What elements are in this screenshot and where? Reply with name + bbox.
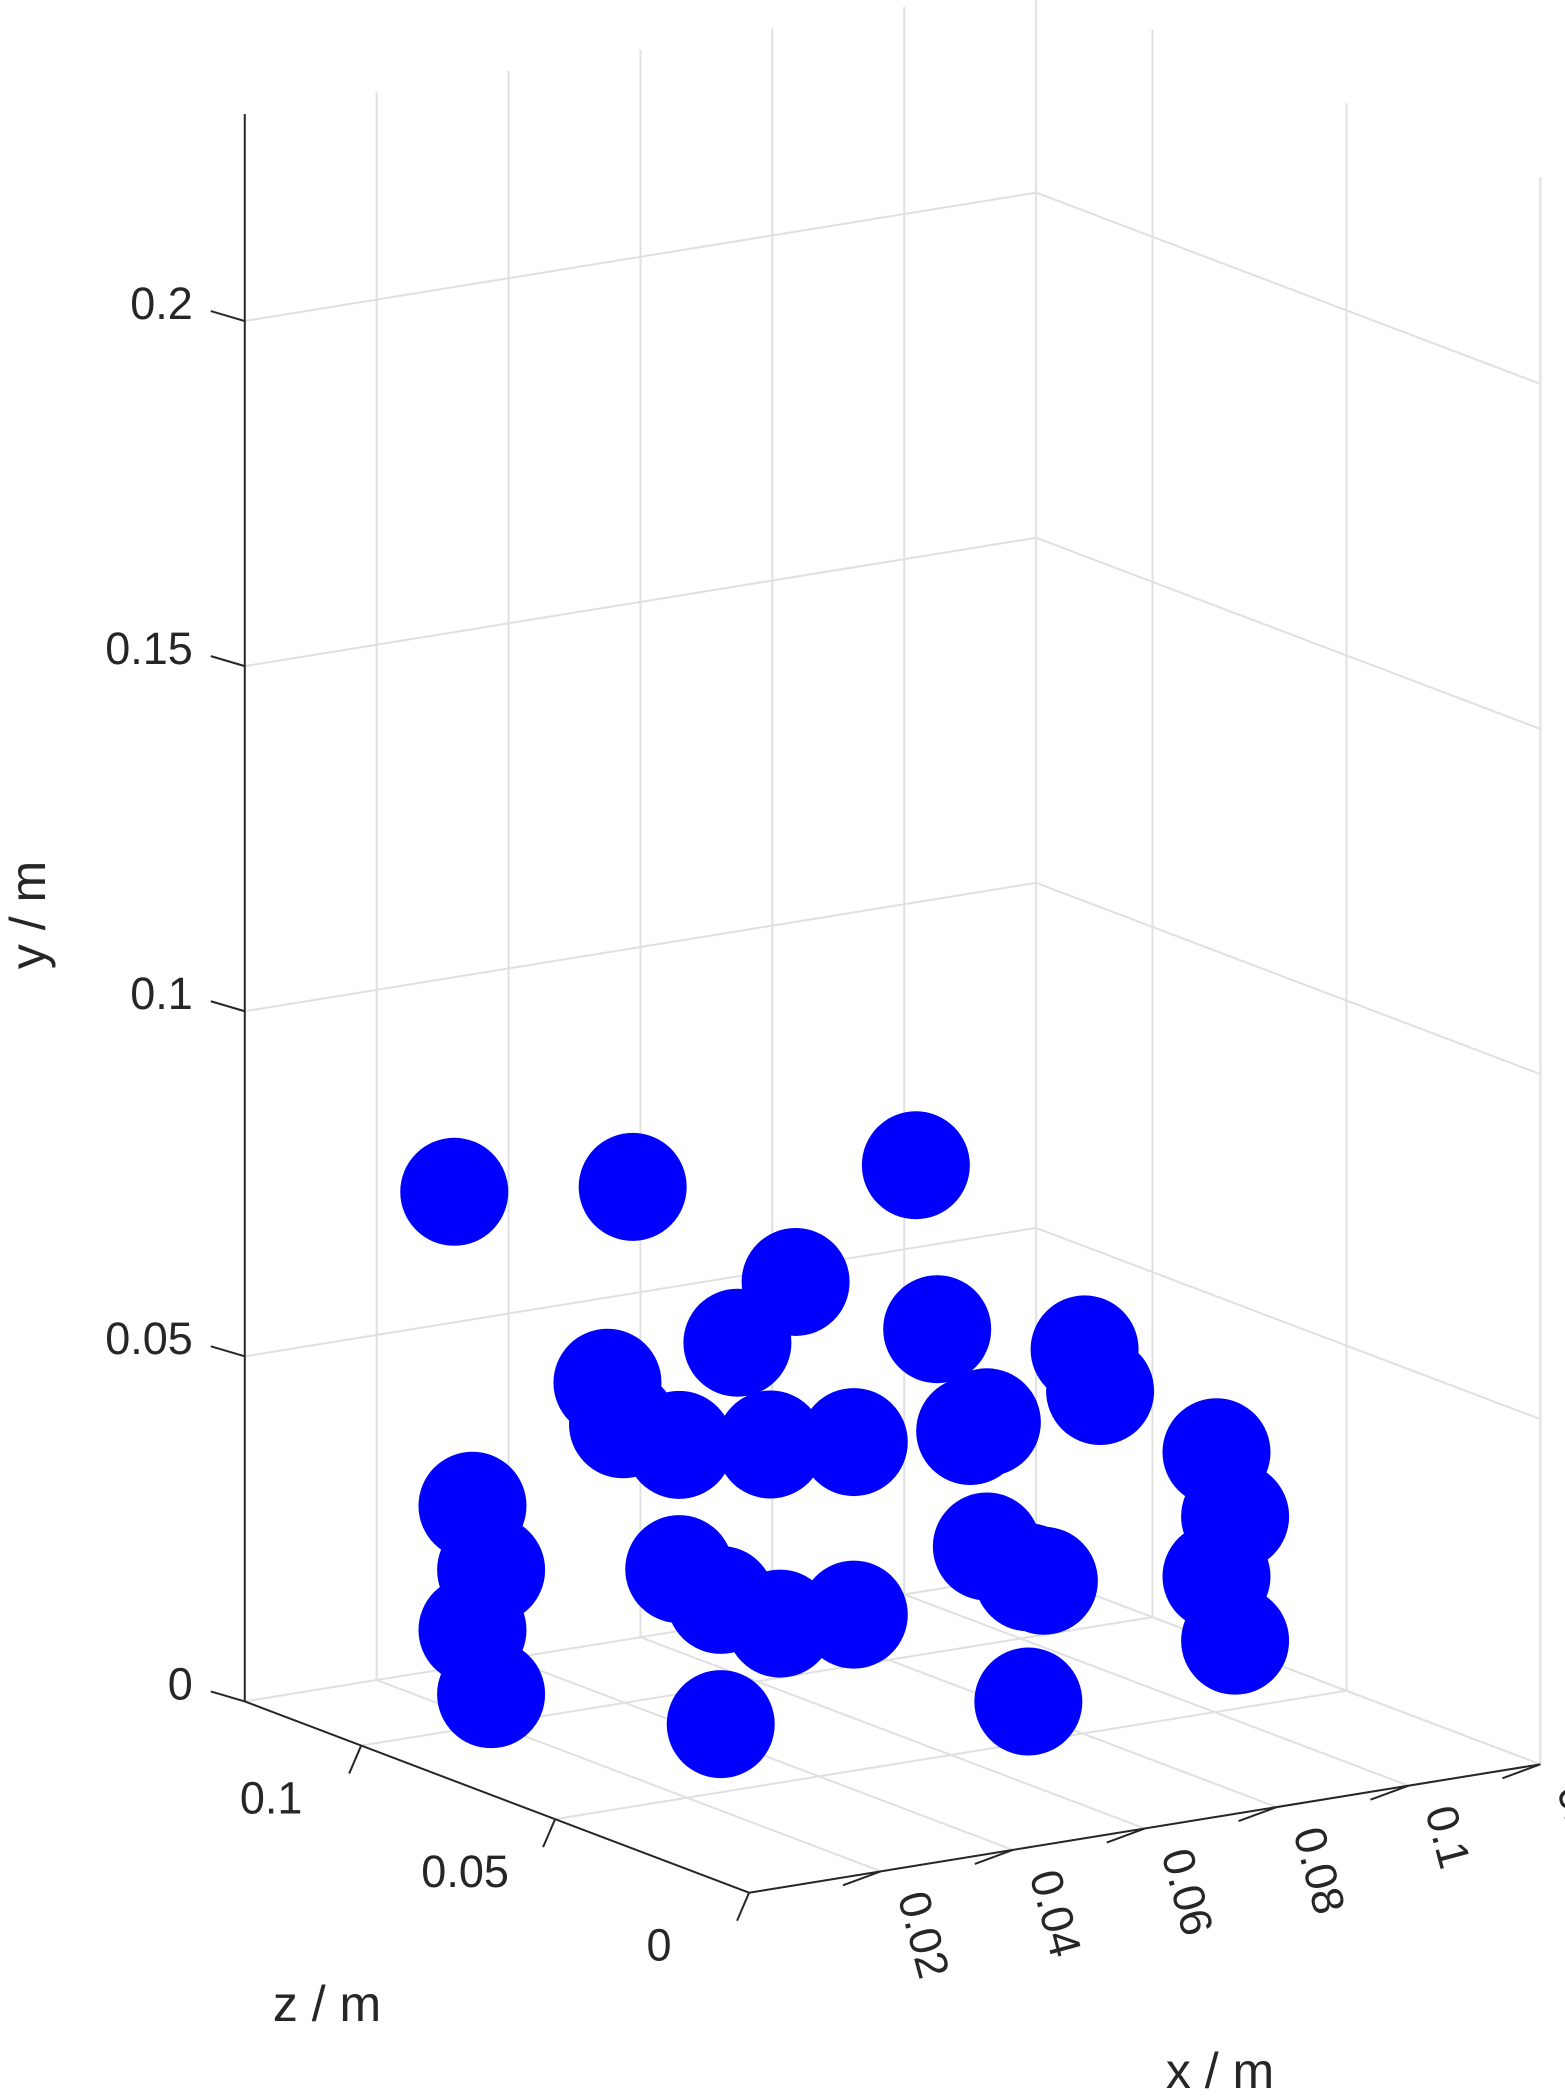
data-point: [989, 1526, 1098, 1635]
y-tick-label: 0.15: [105, 623, 193, 674]
axis-layer: 0 0.05 0.1 0.15 0.2 0 0.05 0.1 0.02 0.04 0.06 0.08 0…: [0, 113, 1565, 2099]
y-tick-label: 0.05: [105, 1313, 193, 1364]
y-tick: [210, 655, 246, 668]
y-tick: [210, 1000, 246, 1013]
grid-line: [1035, 881, 1541, 1076]
x-tick: [1370, 1784, 1409, 1801]
data-point: [1181, 1586, 1290, 1695]
data-point: [861, 1111, 970, 1220]
z-axis: [244, 1700, 750, 1894]
z-tick-label: 0.05: [421, 1846, 509, 1897]
data-point: [716, 1390, 825, 1499]
grid-line: [1035, 536, 1541, 730]
x-tick: [1106, 1827, 1146, 1844]
data-point: [974, 1647, 1083, 1756]
data-point: [666, 1670, 775, 1779]
z-tick: [542, 1818, 557, 1848]
x-tick: [1238, 1806, 1277, 1823]
x-tick-label: 0.08: [1283, 1822, 1355, 1920]
data-point: [400, 1137, 509, 1246]
z-tick: [736, 1892, 750, 1922]
data-point: [799, 1388, 908, 1497]
y-tick-label: 0: [168, 1658, 193, 1709]
x-tick-label: 0.02: [888, 1886, 960, 1984]
y-tick: [210, 1345, 246, 1358]
x-tick-label: 0.1: [1415, 1800, 1480, 1874]
z-tick-label: 0.1: [240, 1772, 303, 1823]
data-point: [883, 1275, 992, 1384]
x-tick-label: 0.06: [1152, 1843, 1224, 1941]
data-point: [916, 1376, 1025, 1485]
data-point: [1046, 1337, 1155, 1446]
x-axis-label: x / m: [1166, 2043, 1274, 2099]
y-tick: [210, 310, 246, 322]
x-tick-label: 0.04: [1020, 1864, 1092, 1962]
grid-line: [554, 1689, 1347, 1821]
grid-line: [903, 1593, 1409, 1787]
data-point: [741, 1227, 850, 1336]
grid-line: [1035, 191, 1541, 385]
z-axis-label: z / m: [273, 1976, 381, 2032]
data-point: [1181, 1462, 1290, 1571]
data-point: [726, 1569, 835, 1678]
y-tick-label: 0.1: [130, 968, 193, 1019]
x-tick: [974, 1848, 1014, 1865]
point-layer: [400, 1111, 1290, 1779]
grid-line: [1035, 1226, 1541, 1421]
z-tick-label: 0: [647, 1920, 672, 1971]
y-axis-label: y / m: [0, 861, 56, 969]
data-point: [568, 1370, 677, 1479]
data-point: [437, 1640, 546, 1749]
y-tick: [210, 1690, 246, 1703]
x-tick: [1502, 1763, 1541, 1780]
grid-line: [640, 1636, 1146, 1830]
y-tick-label: 0.2: [130, 278, 193, 329]
x-tick-label: 0.12: [1547, 1779, 1565, 1877]
data-point: [437, 1515, 546, 1624]
z-tick: [348, 1745, 363, 1774]
data-point: [578, 1132, 687, 1241]
grid-line: [1035, 1572, 1541, 1766]
x-tick: [842, 1870, 882, 1887]
